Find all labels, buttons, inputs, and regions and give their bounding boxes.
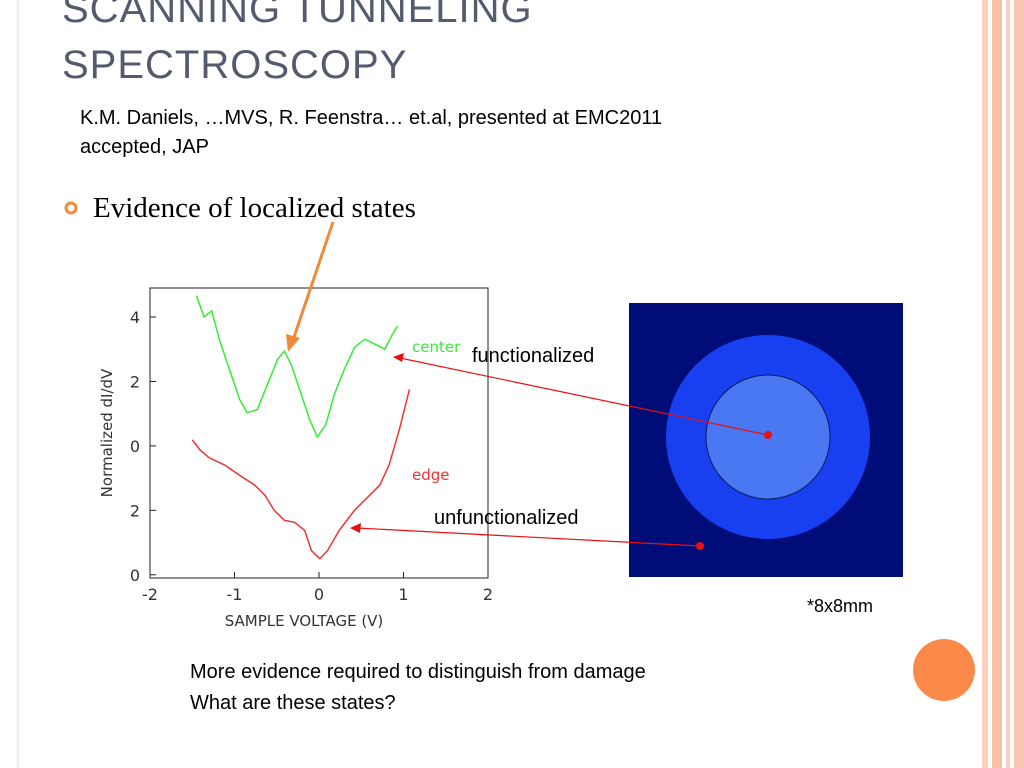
note: What are these states?: [190, 692, 396, 714]
pointer-line: [356, 527, 701, 547]
series-line: [191, 389, 411, 560]
stripe: [982, 0, 988, 768]
citation: K.M. Daniels, …MVS, R. Feenstra… et.al, …: [80, 107, 662, 129]
x-axis-label: SAMPLE VOLTAGE (V): [225, 612, 384, 630]
region-label: functionalized: [472, 345, 594, 367]
arrow-head: [350, 523, 361, 533]
pointer-line: [291, 221, 335, 341]
y-tick-label: 4: [130, 308, 140, 327]
x-tick-label: -2: [142, 585, 158, 604]
y-tick-label: 2: [130, 501, 140, 520]
size-note: *8x8mm: [807, 596, 873, 616]
title-line: SPECTROSCOPY: [62, 43, 407, 87]
arrow-head: [393, 353, 404, 362]
decor-circle: [913, 639, 975, 701]
y-tick-label: 0: [130, 566, 140, 585]
series-label: edge: [412, 466, 450, 484]
x-tick-label: -1: [227, 585, 243, 604]
x-tick-label: 2: [483, 585, 493, 604]
stripe: [1006, 0, 1010, 768]
y-axis-label: Normalized dI/dV: [98, 368, 116, 497]
x-tick-label: 1: [398, 585, 408, 604]
region-label: unfunctionalized: [434, 507, 579, 529]
bullet-text: Evidence of localized states: [93, 192, 416, 224]
y-tick-label: 0: [130, 437, 140, 456]
bullet-marker: [64, 201, 78, 215]
note: More evidence required to distinguish fr…: [190, 661, 646, 683]
series-label: center: [412, 338, 461, 356]
arrow-head: [286, 334, 300, 352]
citation: accepted, JAP: [80, 136, 209, 158]
stripe: [1014, 0, 1024, 768]
y-tick-label: 2: [130, 372, 140, 391]
title-line: SCANNING TUNNELING: [62, 0, 533, 31]
series-line: [195, 295, 399, 439]
x-tick-label: 0: [314, 585, 324, 604]
pointer-line: [399, 357, 769, 436]
stripe: [992, 0, 1002, 768]
chart: 0 2 0 2 4 -2 -1 0 1 2 SAMPLE VOLTAGE (V) Normalized…: [98, 287, 493, 630]
